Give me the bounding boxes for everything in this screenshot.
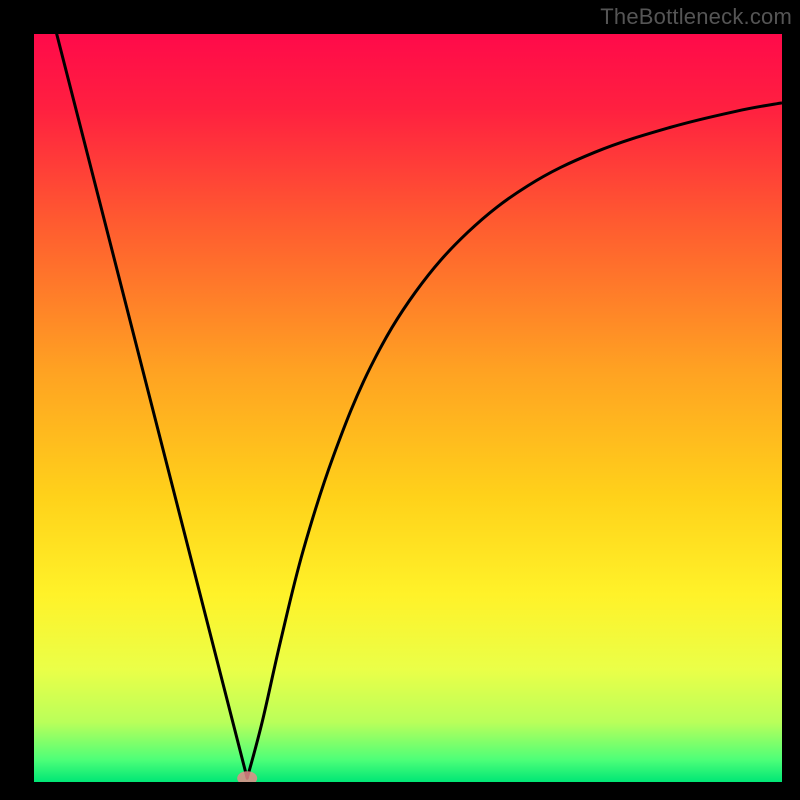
curve-overlay <box>34 34 782 782</box>
watermark-text: TheBottleneck.com <box>600 4 792 30</box>
bottleneck-curve <box>45 34 782 778</box>
plot-area <box>34 34 782 782</box>
chart-container: TheBottleneck.com <box>0 0 800 800</box>
vertex-marker <box>237 771 257 782</box>
